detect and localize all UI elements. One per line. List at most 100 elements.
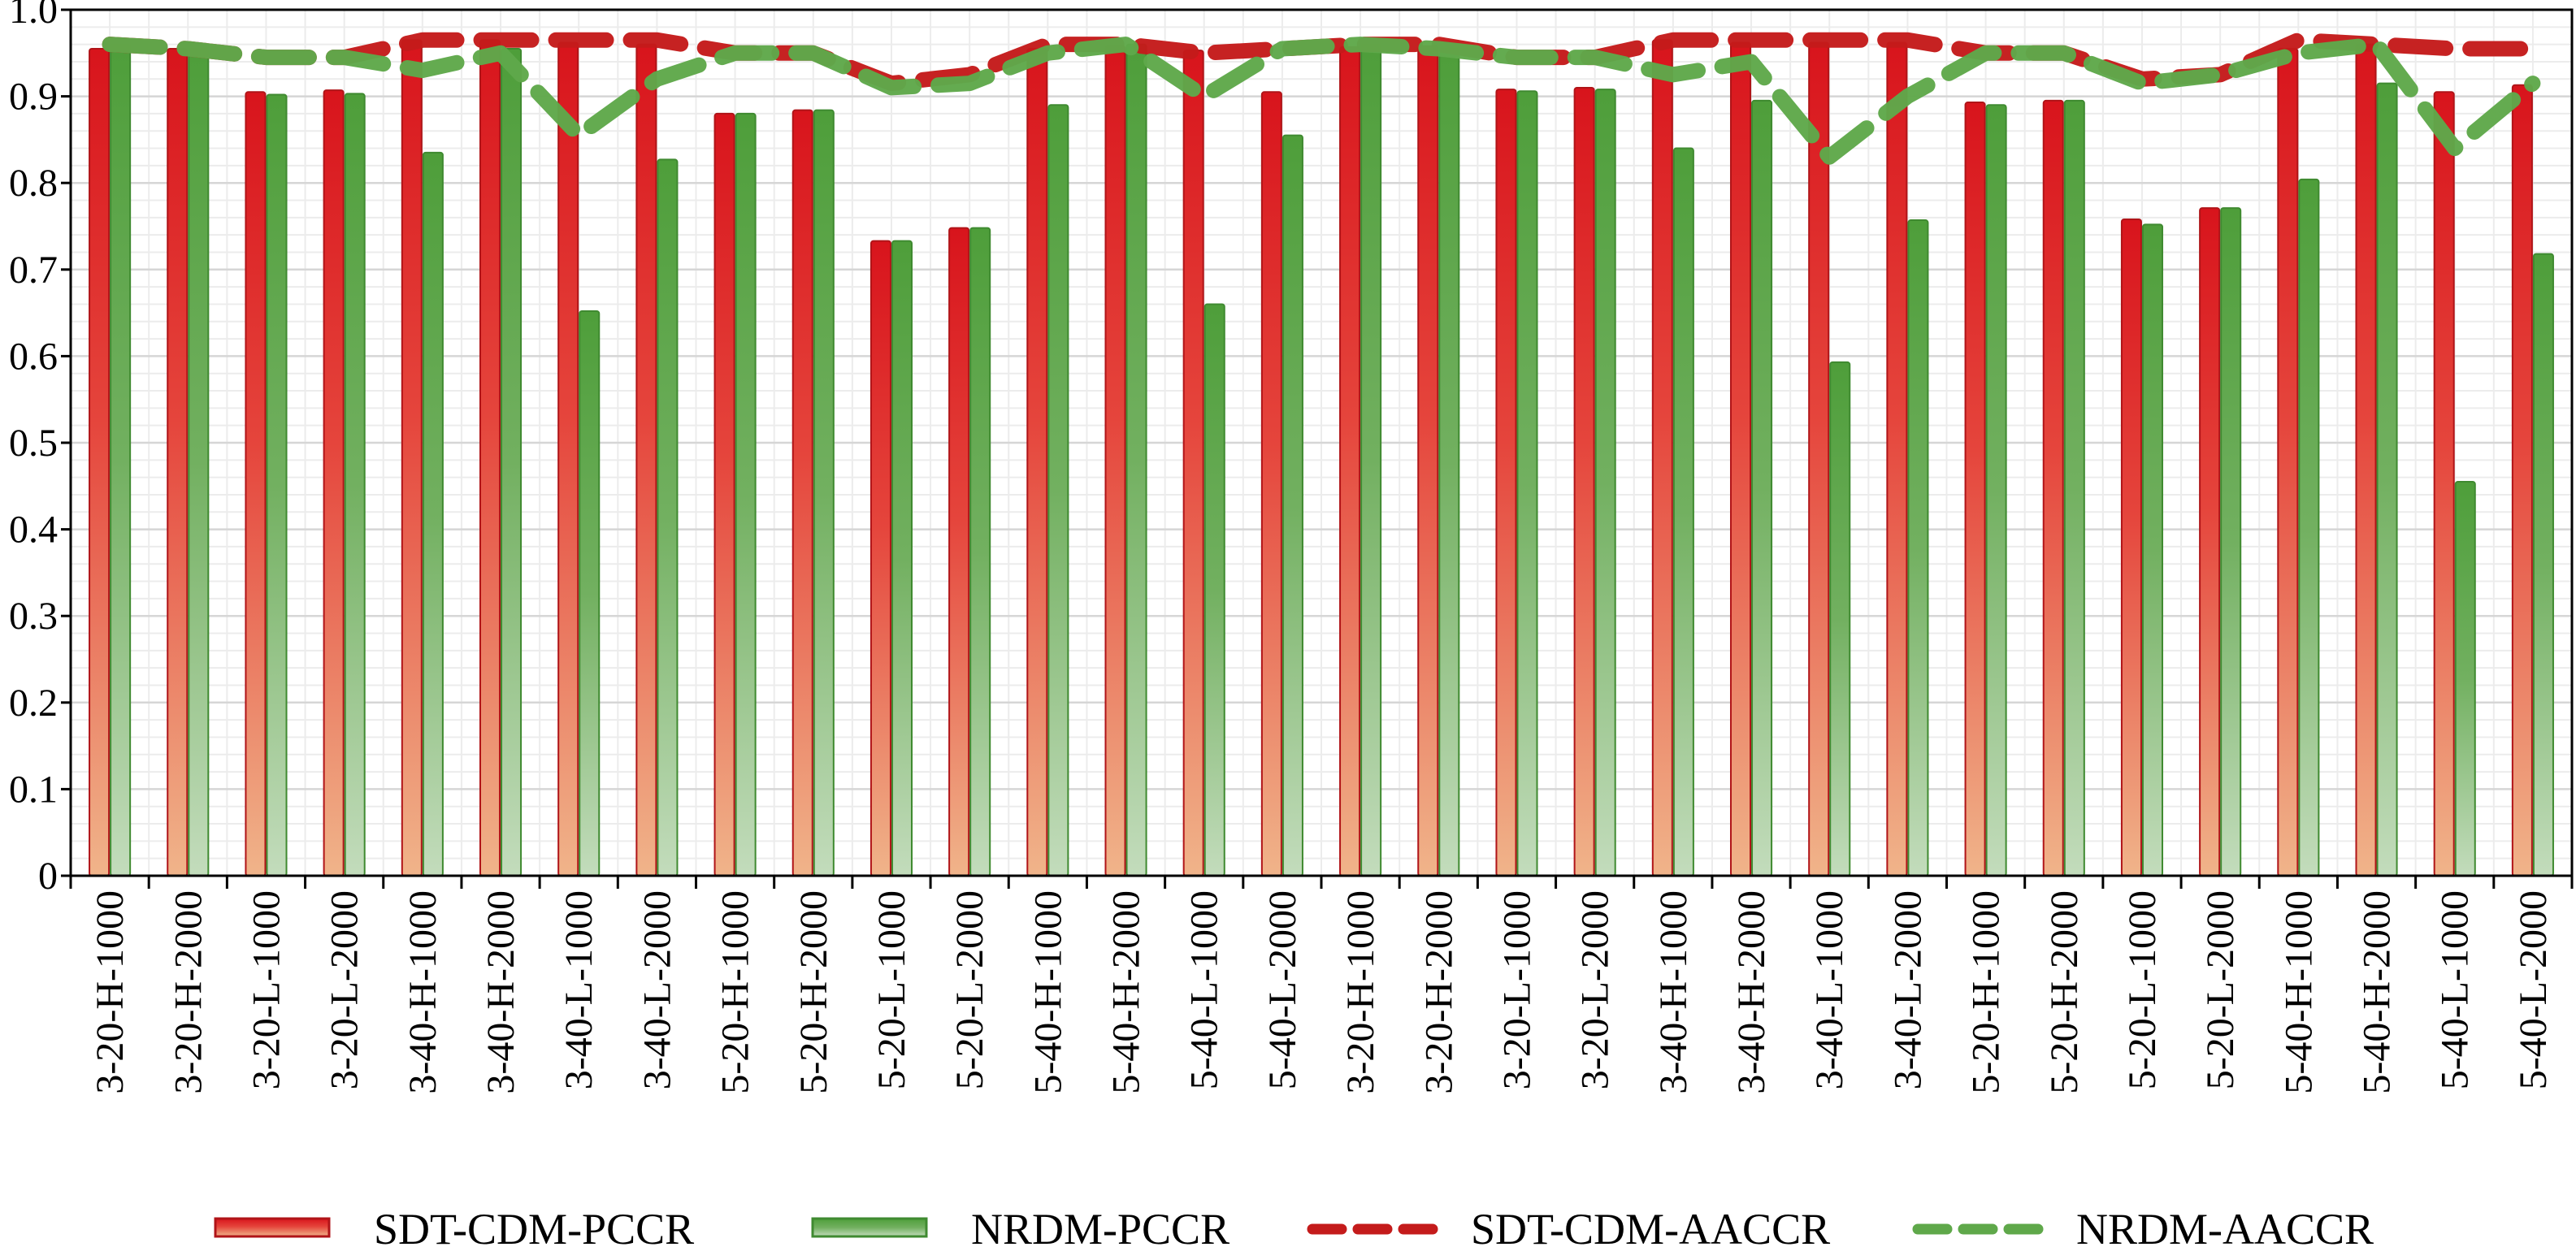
- bar: [1438, 47, 1460, 877]
- bar: [479, 39, 501, 877]
- x-tick-label: 3-40-L-2000: [635, 890, 679, 1089]
- bar: [1985, 104, 2007, 877]
- x-tick-label: 3-20-L-2000: [1574, 890, 1617, 1089]
- bar: [1907, 219, 1929, 877]
- bar: [1182, 50, 1204, 877]
- bar: [813, 109, 835, 877]
- x-tick-label: 5-40-L-1000: [1183, 890, 1226, 1089]
- bar: [557, 41, 579, 877]
- bar: [969, 227, 991, 877]
- x-tick-label: 5-40-H-1000: [1026, 890, 1069, 1094]
- y-tick-label: 0.5: [9, 422, 58, 465]
- x-tick-label: 3-40-L-1000: [1808, 890, 1851, 1089]
- x-tick-label: 5-20-H-2000: [792, 890, 835, 1094]
- bar: [579, 310, 601, 877]
- legend-label: SDT-CDM-PCCR: [374, 1205, 694, 1247]
- bar: [2454, 480, 2476, 877]
- bar: [891, 240, 913, 877]
- x-tick-label: 5-40-H-2000: [1105, 890, 1148, 1094]
- bar: [89, 47, 111, 877]
- bar: [870, 240, 891, 877]
- y-tick-label: 0.8: [9, 162, 58, 205]
- bar: [1203, 303, 1225, 877]
- lines-layer: [102, 32, 2541, 165]
- bar: [1495, 89, 1517, 877]
- y-tick-label: 0.2: [9, 682, 58, 725]
- bar: [1516, 90, 1538, 877]
- x-tick-label: 5-40-L-2000: [1261, 890, 1304, 1089]
- bar: [1260, 91, 1282, 877]
- bar: [188, 47, 210, 877]
- bar: [948, 227, 970, 877]
- x-axis: 3-20-H-1000 3-20-H-2000 3-20-L-1000 3-20-L-…: [69, 876, 2574, 1094]
- bar: [266, 93, 288, 877]
- y-axis: 0 0.1 0.2 0.3 0.4 0.5 0.6 0.7 0.8 0.9 1.0: [9, 0, 2574, 898]
- x-tick-label: 3-40-H-2000: [479, 890, 523, 1094]
- bar: [2220, 207, 2242, 877]
- x-tick-label: 3-20-L-1000: [1496, 890, 1539, 1089]
- bar: [167, 47, 189, 877]
- x-tick-label: 5-20-H-1000: [714, 890, 757, 1094]
- bar: [245, 91, 267, 877]
- bar: [1729, 41, 1752, 877]
- bar: [1417, 45, 1439, 877]
- y-tick-label: 1.0: [9, 0, 58, 32]
- y-tick-label: 0: [38, 855, 58, 898]
- legend-label: NRDM-PCCR: [971, 1205, 1229, 1247]
- x-tick-label: 3-40-H-2000: [1730, 890, 1773, 1094]
- x-tick-label: 3-20-H-1000: [89, 890, 132, 1094]
- bar: [2042, 99, 2064, 877]
- bar: [1751, 99, 1773, 877]
- bar: [2120, 218, 2142, 877]
- x-tick-label: 5-40-L-2000: [2512, 890, 2555, 1089]
- bar: [1360, 43, 1382, 877]
- y-tick-label: 0.7: [9, 249, 58, 292]
- y-tick-label: 0.9: [9, 76, 58, 119]
- x-tick-label: 5-20-L-2000: [2199, 890, 2242, 1089]
- bar: [2063, 99, 2085, 877]
- bar: [422, 151, 444, 877]
- bar: [110, 43, 132, 877]
- x-tick-label: 3-40-H-1000: [1652, 890, 1695, 1094]
- bar: [2298, 178, 2320, 877]
- x-tick-label: 3-20-H-2000: [1417, 890, 1460, 1094]
- legend-label: SDT-CDM-AACCR: [1471, 1205, 1830, 1247]
- bar: [501, 47, 523, 877]
- x-tick-label: 5-20-L-1000: [2121, 890, 2164, 1089]
- bar: [1672, 147, 1694, 877]
- bar: [635, 43, 657, 877]
- x-tick-label: 3-20-L-1000: [245, 890, 288, 1089]
- x-tick-label: 5-40-L-1000: [2434, 890, 2477, 1089]
- bar: [2355, 43, 2377, 877]
- bars-layer: [89, 39, 2554, 877]
- bar: [1594, 89, 1616, 877]
- x-tick-label: 5-40-H-2000: [2356, 890, 2399, 1094]
- x-tick-label: 3-40-H-1000: [401, 890, 445, 1094]
- bar: [2433, 91, 2455, 877]
- bar: [1026, 47, 1048, 877]
- legend-swatch: [214, 1217, 331, 1238]
- bar: [1808, 41, 1830, 877]
- grid-lines: [70, 8, 2573, 877]
- bar: [2511, 84, 2533, 877]
- legend-swatch: [811, 1217, 928, 1238]
- bar: [2199, 207, 2221, 877]
- x-tick-label: 5-20-L-2000: [948, 890, 991, 1089]
- bar: [1886, 41, 1908, 877]
- bar: [401, 39, 423, 877]
- x-tick-label: 3-40-L-2000: [1886, 890, 1929, 1089]
- series-line: [102, 37, 2541, 165]
- y-tick-label: 0.6: [9, 335, 58, 378]
- y-tick-label: 0.3: [9, 595, 58, 638]
- bar: [713, 112, 735, 877]
- x-tick-label: 3-20-H-2000: [167, 890, 210, 1094]
- bar: [1125, 43, 1147, 877]
- x-tick-label: 3-20-H-1000: [1339, 890, 1382, 1094]
- bar: [1651, 39, 1673, 877]
- x-tick-label: 5-20-L-1000: [870, 890, 913, 1089]
- bar: [2532, 253, 2554, 877]
- x-tick-label: 5-20-H-1000: [1965, 890, 2008, 1094]
- bar: [1047, 104, 1069, 877]
- bar: [344, 93, 366, 877]
